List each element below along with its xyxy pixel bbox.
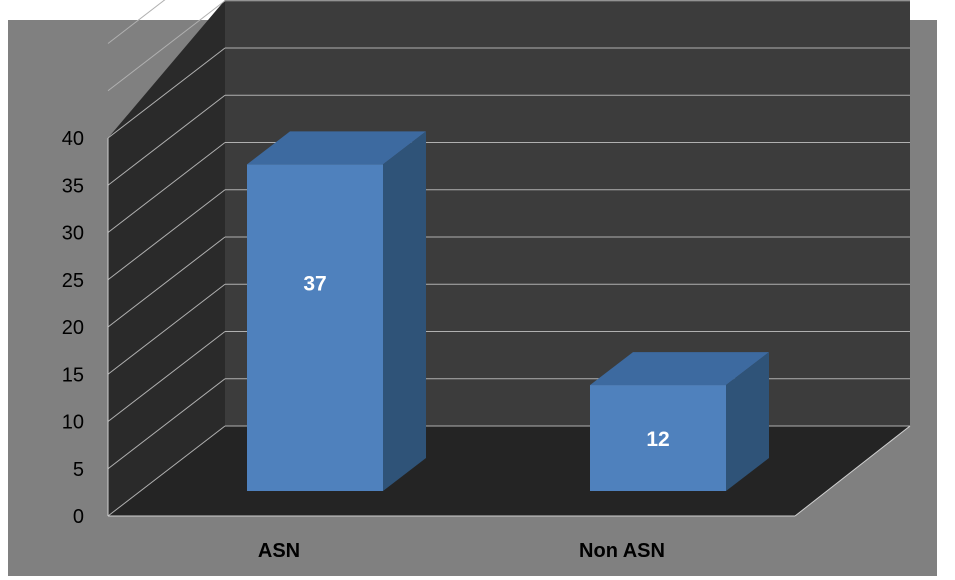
gridline-side [107,378,226,470]
side-wall [108,0,225,516]
floor [108,426,910,516]
y-tick-label: 25 [62,270,84,292]
y-axis: 0 5 10 15 20 25 30 35 40 [62,128,911,528]
gridline-side [107,283,226,375]
gridline-side [107,189,226,281]
y-tick-label: 5 [73,459,84,481]
gridline-side [107,236,226,328]
bars: 37 12 [247,131,769,492]
gridline-side [107,0,166,44]
data-label: 12 [646,428,669,451]
bar-side [383,131,426,492]
bar [590,385,726,491]
x-tick-label: ASN [258,540,300,562]
gridline-side [107,142,226,233]
gridline-side [107,94,226,186]
x-tick-label: Non ASN [579,540,665,562]
y-tick-label: 30 [62,223,84,245]
y-tick-label: 15 [62,364,84,386]
gridline-side [107,47,226,139]
gridline-side [107,0,226,92]
bar-top [590,352,769,386]
floor-edge [794,425,911,517]
y-tick-label: 0 [73,506,84,528]
gridline-side [107,331,226,422]
y-tick-label: 20 [62,317,84,339]
data-label: 37 [303,273,326,296]
x-axis: ASN Non ASN [258,540,665,562]
bar [247,164,383,492]
y-tick-label: 35 [62,175,84,197]
gridline-side [107,425,226,517]
bar-top [247,131,426,165]
y-tick-label: 40 [62,128,84,150]
bar-side [726,352,769,491]
y-tick-label: 10 [62,412,84,434]
